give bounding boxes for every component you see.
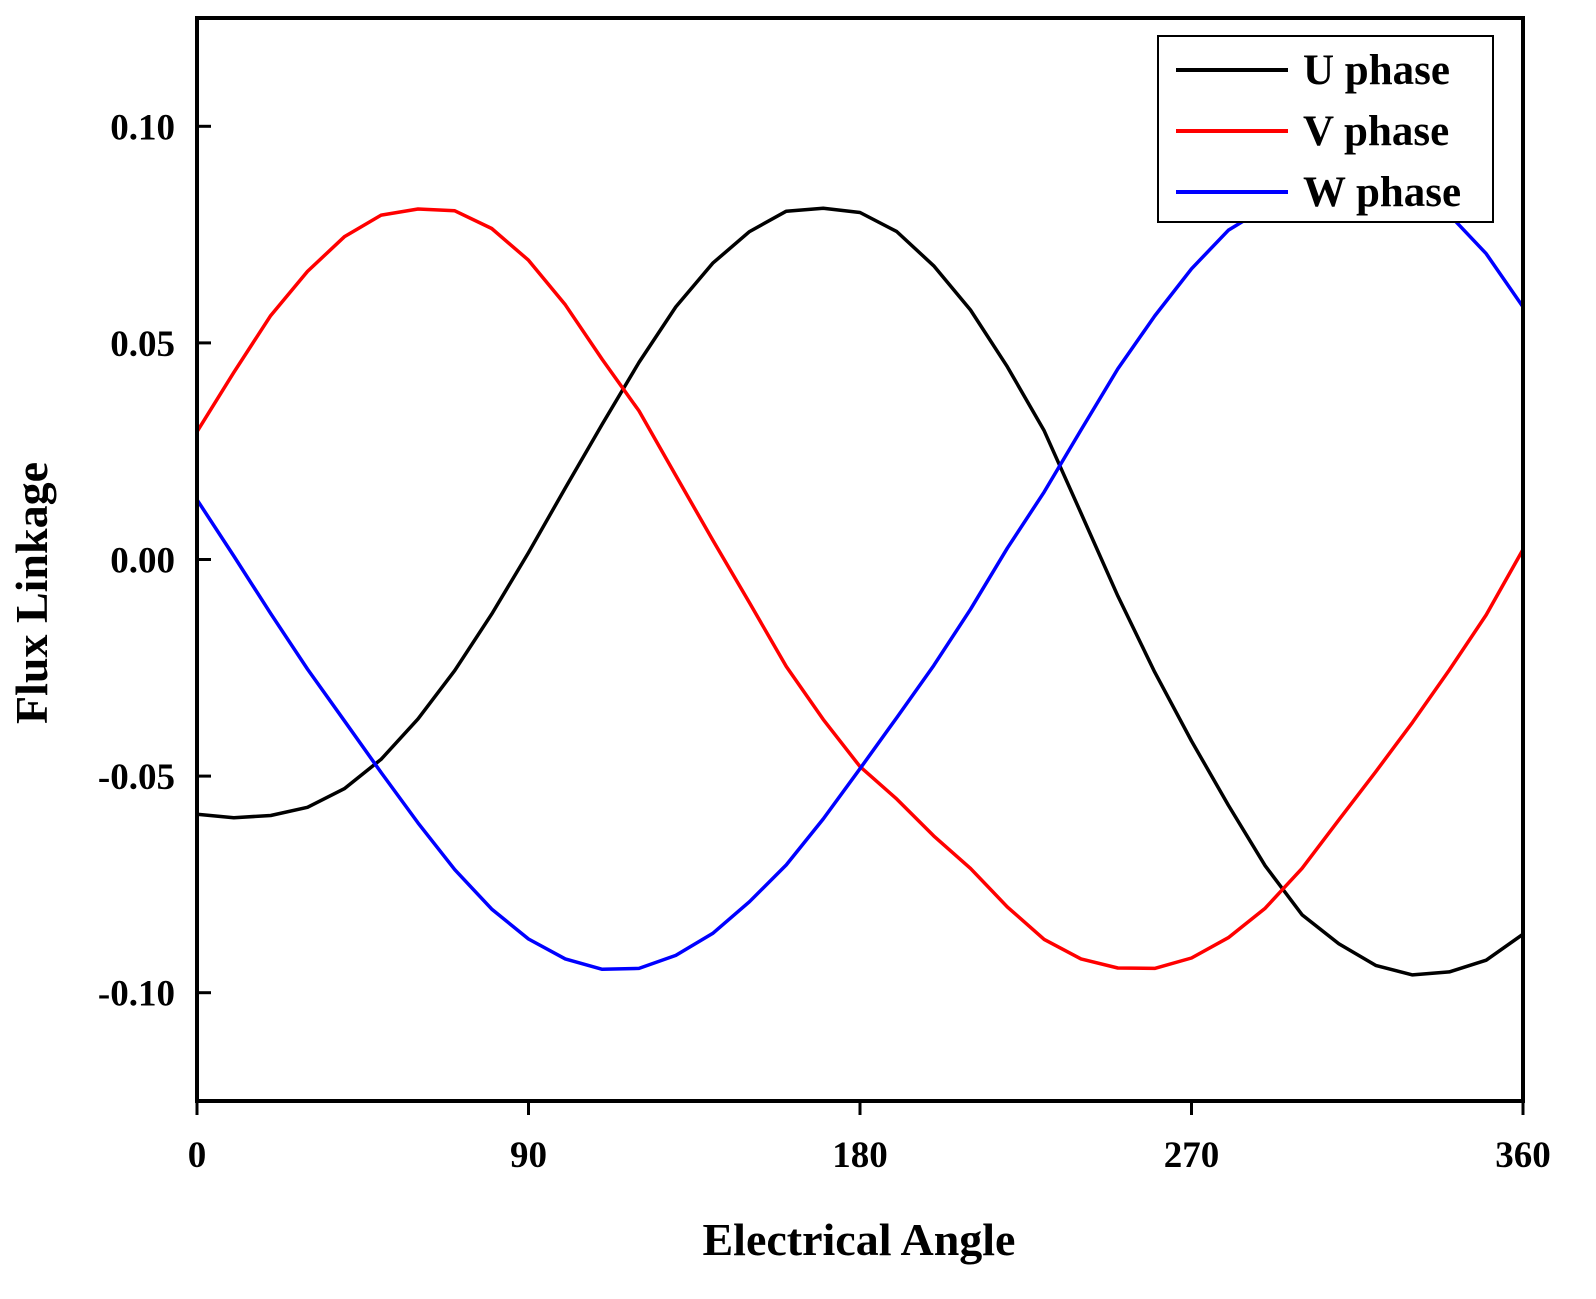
y-tick-label: 0.00 xyxy=(110,541,175,582)
x-tick-label: 360 xyxy=(1495,1135,1551,1176)
legend-label: W phase xyxy=(1303,169,1461,216)
y-axis-title: Flux Linkage xyxy=(6,462,57,724)
y-tick-label: -0.05 xyxy=(98,757,175,798)
series-line-v-phase xyxy=(197,207,1523,971)
series-layer xyxy=(197,198,1523,977)
x-tick-label: 90 xyxy=(510,1135,547,1176)
legend-label: V phase xyxy=(1303,108,1449,155)
x-axis-title: Electrical Angle xyxy=(703,1214,1016,1265)
axis-layer: 0.10 0.05 0.00 -0.05 -0.10 0 90 180 270 360 xyxy=(98,16,1551,1176)
series-line-u-phase xyxy=(197,206,1523,977)
y-tick-label: -0.10 xyxy=(98,974,175,1015)
x-tick-label: 180 xyxy=(832,1135,888,1176)
y-tick-label: 0.05 xyxy=(110,324,175,365)
series-line-w-phase xyxy=(197,198,1523,972)
legend: U phase V phase W phase xyxy=(1157,35,1494,223)
y-tick-label: 0.10 xyxy=(110,107,175,148)
legend-label: U phase xyxy=(1303,47,1450,94)
x-tick-label: 0 xyxy=(188,1135,207,1176)
x-tick-label: 270 xyxy=(1164,1135,1220,1176)
